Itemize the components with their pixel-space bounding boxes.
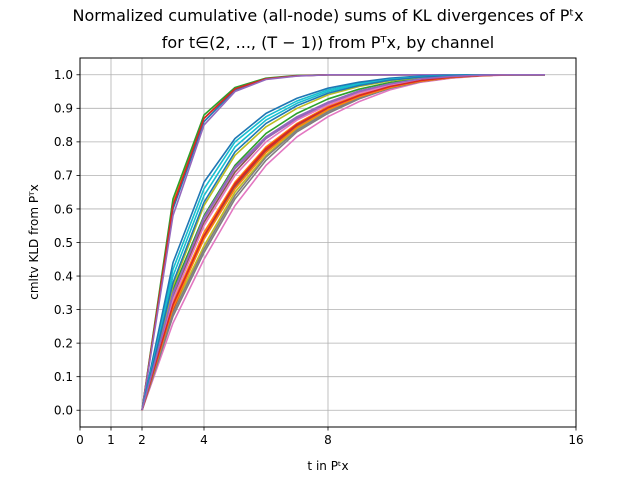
- x-tick-label: 8: [324, 433, 332, 447]
- x-tick-label: 16: [568, 433, 583, 447]
- x-tick-label: 0: [76, 433, 84, 447]
- series-line: [141, 73, 545, 411]
- x-tick-label: 1: [107, 433, 115, 447]
- x-tick-label: 4: [200, 433, 208, 447]
- data-series: [141, 73, 545, 411]
- y-tick-label: 0.7: [54, 169, 73, 183]
- x-axis-ticks: 0 1 2 4 8 16: [76, 427, 584, 447]
- y-tick-label: 0.4: [54, 269, 73, 283]
- y-tick-label: 1.0: [54, 68, 73, 82]
- y-tick-label: 0.6: [54, 202, 73, 216]
- y-tick-label: 0.1: [54, 370, 73, 384]
- y-tick-label: 0.8: [54, 135, 73, 149]
- y-tick-label: 0.2: [54, 336, 73, 350]
- y-tick-label: 0.9: [54, 102, 73, 116]
- x-tick-label: 2: [138, 433, 146, 447]
- chart-title-line-1: Normalized cumulative (all-node) sums of…: [72, 6, 583, 25]
- y-tick-label: 0.0: [54, 404, 73, 418]
- y-tick-label: 0.3: [54, 303, 73, 317]
- chart-title-line-2: for t∈(2, ..., (T − 1)) from Pᵀx, by cha…: [162, 33, 494, 52]
- y-axis-ticks: 0.0 0.1 0.2 0.3 0.4 0.5 0.6 0.7 0.8 0.9 1.0: [54, 68, 80, 418]
- y-tick-label: 0.5: [54, 236, 73, 250]
- y-axis-label: cmltv KLD from Pᵀx: [27, 184, 41, 300]
- x-axis-label: t in Pᵗx: [307, 459, 348, 473]
